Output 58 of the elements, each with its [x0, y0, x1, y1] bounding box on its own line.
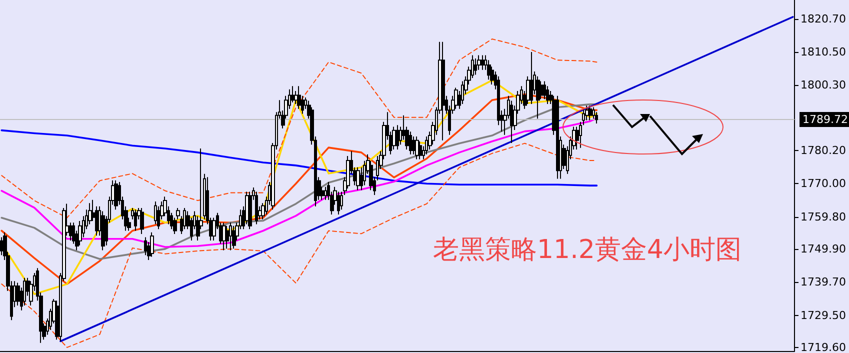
candlestick — [582, 108, 585, 126]
candlestick — [114, 180, 118, 210]
candlestick — [248, 191, 252, 230]
candlestick — [144, 236, 147, 256]
candlestick — [588, 105, 592, 121]
candlestick — [556, 95, 559, 180]
y-tick-label: 1810.50 — [800, 46, 846, 58]
candlestick — [356, 166, 360, 191]
candlestick — [536, 76, 540, 120]
candlestick — [340, 191, 343, 210]
candlestick — [415, 136, 419, 160]
candlestick — [441, 41, 445, 141]
candlestick — [157, 206, 160, 230]
candlestick — [232, 225, 236, 250]
candlestick — [543, 80, 546, 100]
candlestick — [396, 124, 399, 150]
candlestick — [592, 106, 595, 120]
candlestick — [154, 201, 157, 225]
y-tick-label: 1729.50 — [800, 308, 846, 322]
text: 老黑策略11.2黄金4小时图 — [433, 235, 742, 265]
candlestick — [585, 105, 589, 121]
candlestick — [173, 217, 177, 234]
y-tick-label: 1739.70 — [800, 276, 846, 289]
candlestick — [0, 236, 3, 256]
candlestick — [183, 208, 186, 230]
candlestick — [229, 222, 232, 251]
candlestick — [409, 131, 412, 155]
y-tick-label: 1820.70 — [800, 12, 846, 26]
candlestick — [546, 86, 549, 104]
candlestick — [530, 52, 533, 104]
candlestick — [579, 121, 582, 148]
candlestick — [212, 217, 216, 241]
candlestick — [510, 100, 513, 144]
y-tick-label: 1749.90 — [800, 242, 846, 256]
candlestick — [88, 202, 92, 225]
candlestick — [140, 208, 144, 234]
y-tick-label: 1759.80 — [800, 210, 846, 224]
candlestick — [255, 191, 258, 225]
candlestick — [337, 191, 340, 215]
candlestick — [418, 140, 422, 160]
candlestick — [481, 54, 484, 70]
ref-line-label: 1789.72 — [802, 113, 848, 126]
candlestick — [150, 232, 154, 258]
candlestick — [134, 209, 137, 232]
candlestick — [101, 210, 105, 251]
candlestick — [487, 60, 491, 80]
candlestick — [324, 186, 327, 200]
y-tick-label: 1800.30 — [800, 78, 846, 92]
y-tick-label: 1719.60 — [800, 340, 846, 353]
candlestick — [225, 225, 229, 250]
candlestick — [595, 112, 598, 124]
line-series — [1, 38, 598, 218]
line-series — [0, 129, 598, 186]
candlestick — [474, 58, 477, 76]
candlestick — [575, 126, 579, 150]
y-tick-label: 1780.20 — [800, 144, 846, 157]
candlestick — [222, 222, 226, 251]
y-tick-label: 1770.00 — [800, 177, 846, 190]
